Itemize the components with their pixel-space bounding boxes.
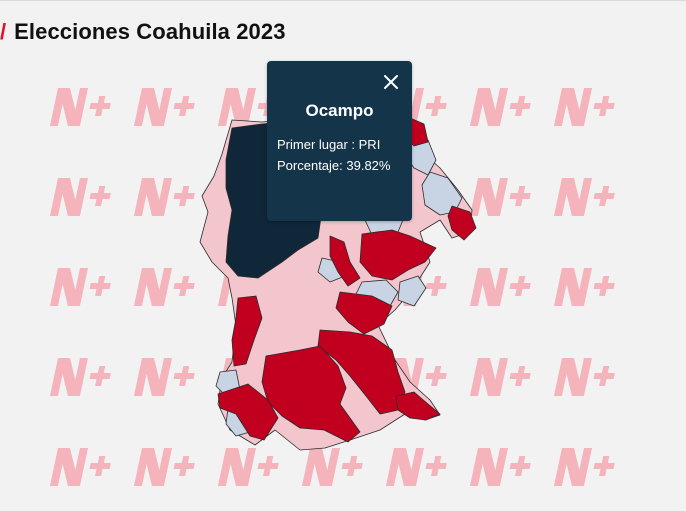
tooltip-municipality-name: Ocampo <box>305 101 374 120</box>
municipality[interactable] <box>329 235 361 287</box>
tooltip-first-place: Primer lugar : PRI <box>277 137 380 152</box>
municipality[interactable] <box>397 275 427 307</box>
page-title: Elecciones Coahuila 2023 <box>14 19 286 44</box>
municipality[interactable] <box>395 391 441 421</box>
municipality-tooltip: Ocampo Primer lugar : PRI Porcentaje: 39… <box>267 61 412 221</box>
page-header: / Elecciones Coahuila 2023 <box>0 18 286 46</box>
close-icon[interactable] <box>380 71 402 93</box>
municipality[interactable] <box>447 205 477 241</box>
tooltip-percentage-value: 39.82% <box>346 158 391 173</box>
tooltip-first-place-value: PRI <box>358 137 381 152</box>
municipality[interactable] <box>421 171 463 216</box>
accent-slash: / <box>0 19 7 44</box>
municipality[interactable] <box>335 291 393 335</box>
top-divider <box>0 0 686 1</box>
tooltip-first-place-label: Primer lugar : <box>277 137 359 152</box>
tooltip-percentage-label: Porcentaje: <box>277 158 347 173</box>
municipality[interactable] <box>231 295 263 367</box>
municipality[interactable] <box>217 383 279 441</box>
municipality[interactable] <box>359 229 437 281</box>
tooltip-percentage: Porcentaje: 39.82% <box>277 158 390 173</box>
